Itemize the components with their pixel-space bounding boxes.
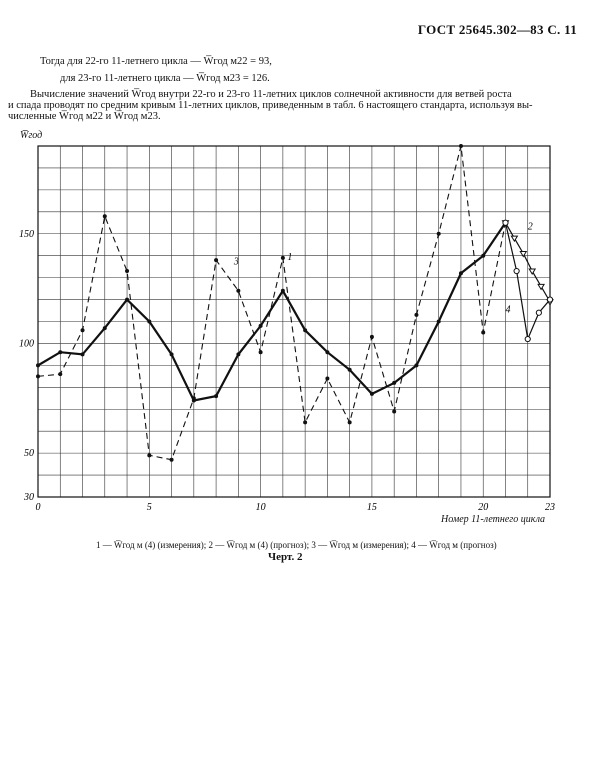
- y-axis-label: W̅год: [20, 130, 43, 141]
- series-3-point: [325, 376, 330, 381]
- series-1-point: [258, 323, 263, 328]
- y-tick-label: 150: [19, 229, 34, 240]
- figure-caption: Черт. 2: [268, 551, 303, 563]
- series-1-point: [36, 363, 40, 368]
- series-line-1: [37, 222, 507, 402]
- x-tick-label: 10: [256, 502, 266, 513]
- series-4-point: [502, 219, 509, 226]
- series-4-point: [524, 335, 531, 343]
- text-line-1: Тогда для 22-го 11-летнего цикла — W̅год…: [40, 56, 272, 67]
- curve-annotation: 4: [505, 305, 510, 316]
- curve-annotation: 2: [528, 221, 533, 232]
- series-3-point: [392, 409, 397, 414]
- series-1-point: [169, 352, 174, 357]
- series-1-point: [481, 253, 486, 258]
- series-1-point: [58, 350, 63, 355]
- series-3-point: [169, 457, 174, 462]
- curve-annotation: 3: [233, 256, 239, 267]
- series-3-point: [214, 258, 219, 263]
- text-line-3: Вычисление значений W̅год внутри 22-го и…: [30, 89, 512, 100]
- series-1-point: [214, 394, 219, 399]
- series-line-2: [504, 222, 551, 303]
- x-tick-label: 20: [478, 502, 488, 513]
- series-1-point: [303, 328, 308, 333]
- series-1-point: [280, 288, 285, 293]
- page-header: ГОСТ 25645.302—83 С. 11: [417, 22, 577, 37]
- series-3-point: [191, 396, 196, 401]
- series-3-point: [147, 453, 152, 458]
- y-tick-label: 50: [24, 448, 34, 459]
- series-1-point: [347, 367, 352, 372]
- series-2-point: [537, 283, 545, 291]
- series-1-point: [369, 391, 374, 396]
- curve-annotation: 1: [287, 252, 292, 263]
- series-3-point: [58, 372, 63, 377]
- series-1-point: [392, 380, 397, 385]
- x-tick-label: 23: [545, 502, 555, 513]
- series-4-point: [513, 267, 520, 275]
- series-1-point: [80, 352, 85, 357]
- x-tick-label: 0: [36, 502, 41, 513]
- series-1-point: [147, 319, 152, 324]
- series-3-point: [36, 374, 40, 379]
- text-line-2: для 23-го 11-летнего цикла — W̅год м23 =…: [60, 73, 270, 84]
- y-tick-label: 100: [19, 338, 34, 349]
- series-3-point: [414, 312, 419, 317]
- series-2-point: [519, 250, 528, 258]
- series-1-point: [125, 297, 130, 302]
- series-3-point: [369, 334, 374, 339]
- series-3-point: [102, 214, 107, 219]
- series-3-point: [303, 420, 308, 425]
- plot-frame: [37, 145, 551, 498]
- series-3-point: [436, 231, 441, 236]
- series-3-point: [481, 330, 486, 335]
- series-4-point: [535, 309, 542, 316]
- x-tick-label: 5: [147, 502, 152, 513]
- series-3-point: [125, 269, 130, 274]
- x-tick-label: 15: [367, 502, 377, 513]
- series-3-point: [280, 255, 285, 260]
- series-1-point: [236, 352, 241, 357]
- series-1-point: [458, 271, 463, 276]
- series-3-point: [458, 144, 463, 148]
- y-tick-label: 30: [23, 492, 34, 503]
- series-1-point: [436, 319, 441, 324]
- text-line-4: и спада проводят по средним кривым 11-ле…: [8, 100, 533, 111]
- series-3-point: [236, 288, 241, 293]
- series-3-point: [347, 420, 352, 425]
- series-1-point: [102, 326, 107, 331]
- series-3-point: [80, 328, 85, 333]
- series-3-point: [258, 350, 263, 355]
- series-1-point: [325, 350, 330, 355]
- series-1-point: [414, 363, 419, 368]
- series-2-point: [528, 268, 537, 276]
- chart-legend: 1 — W̅год м (4) (измерения); 2 — W̅год м…: [96, 540, 497, 550]
- series-line-3: [37, 145, 507, 461]
- x-axis-label: Номер 11-летнего цикла: [441, 514, 546, 525]
- series-4-point: [546, 296, 554, 303]
- series-2-point: [510, 235, 519, 243]
- text-line-5: численные W̅год м22 и W̅год м23.: [8, 111, 161, 122]
